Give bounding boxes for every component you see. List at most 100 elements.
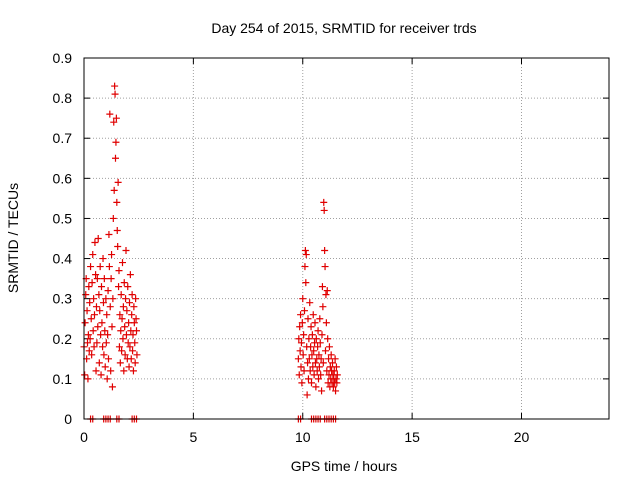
data-point [108, 323, 116, 331]
data-point [326, 363, 334, 371]
data-point [301, 263, 309, 271]
data-point [131, 339, 139, 347]
data-point [99, 343, 107, 351]
data-point [88, 351, 96, 359]
data-point [117, 291, 125, 299]
x-axis-label: GPS time / hours [291, 458, 398, 474]
data-point [332, 375, 340, 383]
data-point [125, 363, 133, 371]
data-point [118, 347, 126, 355]
data-point [327, 351, 335, 359]
data-point [130, 303, 138, 311]
data-point [100, 275, 108, 283]
data-point [91, 311, 98, 319]
data-point [111, 90, 119, 98]
plot-frame [83, 57, 610, 420]
data-point [133, 351, 141, 359]
data-point [315, 375, 322, 383]
data-point [95, 359, 103, 367]
data-point [123, 307, 131, 315]
data-point [302, 251, 310, 259]
data-point [297, 311, 305, 319]
data-point [126, 343, 134, 351]
data-point [98, 283, 105, 291]
data-point [315, 363, 323, 371]
data-point [294, 355, 302, 363]
data-point [308, 379, 315, 387]
data-point [98, 319, 106, 327]
data-point [295, 335, 303, 343]
data-point [84, 331, 92, 339]
y-tick-label: 0.2 [53, 331, 73, 347]
data-point [95, 291, 103, 299]
data-point [304, 359, 312, 367]
data-point [325, 343, 333, 351]
data-point [322, 319, 330, 327]
y-tick-label: 0.8 [53, 90, 73, 106]
data-point [116, 311, 124, 319]
data-point [112, 114, 120, 122]
data-point [305, 355, 313, 363]
data-point [108, 251, 116, 259]
data-point [329, 359, 336, 367]
data-point [103, 311, 111, 319]
x-tick-label: 5 [189, 429, 197, 445]
data-point [308, 331, 316, 339]
data-point [104, 331, 112, 339]
data-point [325, 355, 333, 363]
data-point [119, 303, 127, 311]
data-point [296, 323, 304, 331]
x-tick-label: 15 [404, 429, 420, 445]
data-point [316, 339, 324, 347]
data-point [110, 118, 118, 126]
data-point [115, 267, 123, 275]
data-point [298, 379, 306, 387]
data-point [323, 287, 331, 295]
data-point [299, 351, 307, 359]
data-point [85, 283, 93, 291]
data-point [122, 331, 130, 339]
data-point [86, 335, 94, 343]
data-point [306, 367, 314, 375]
data-point [99, 255, 107, 263]
data-point [322, 347, 329, 355]
data-point [332, 387, 340, 395]
data-point [300, 367, 308, 375]
data-point [108, 383, 116, 391]
data-point [130, 319, 138, 327]
data-point [310, 371, 318, 379]
data-point [87, 315, 95, 323]
data-point [129, 331, 137, 339]
data-point [97, 331, 105, 339]
data-point [129, 367, 137, 375]
data-point [304, 375, 312, 383]
data-point [303, 391, 311, 399]
data-point [297, 339, 305, 347]
data-point [113, 226, 121, 234]
y-tick-label: 0.1 [53, 371, 73, 387]
data-point [118, 315, 126, 323]
data-point [112, 138, 120, 146]
data-point [333, 371, 341, 379]
data-point [104, 287, 112, 295]
data-point [117, 327, 125, 335]
data-point [120, 367, 128, 375]
data-point [295, 371, 303, 379]
data-point [318, 331, 326, 339]
data-point [324, 335, 332, 343]
data-point [110, 186, 118, 194]
data-point [84, 339, 91, 347]
data-point [112, 154, 119, 162]
data-point [308, 351, 316, 359]
data-point [124, 283, 132, 291]
data-point [92, 303, 100, 311]
x-tick-label: 0 [80, 429, 88, 445]
data-point [126, 271, 134, 279]
data-point [321, 263, 329, 271]
y-tick-label: 0.7 [53, 130, 73, 146]
data-point [122, 295, 130, 303]
tick-labels: 0 0.1 0.2 0.3 0.4 0.5 0.6 0.7 0.8 0.9 0 5 10 15 20 [53, 50, 530, 445]
data-point [121, 351, 129, 359]
data-point [105, 230, 113, 238]
